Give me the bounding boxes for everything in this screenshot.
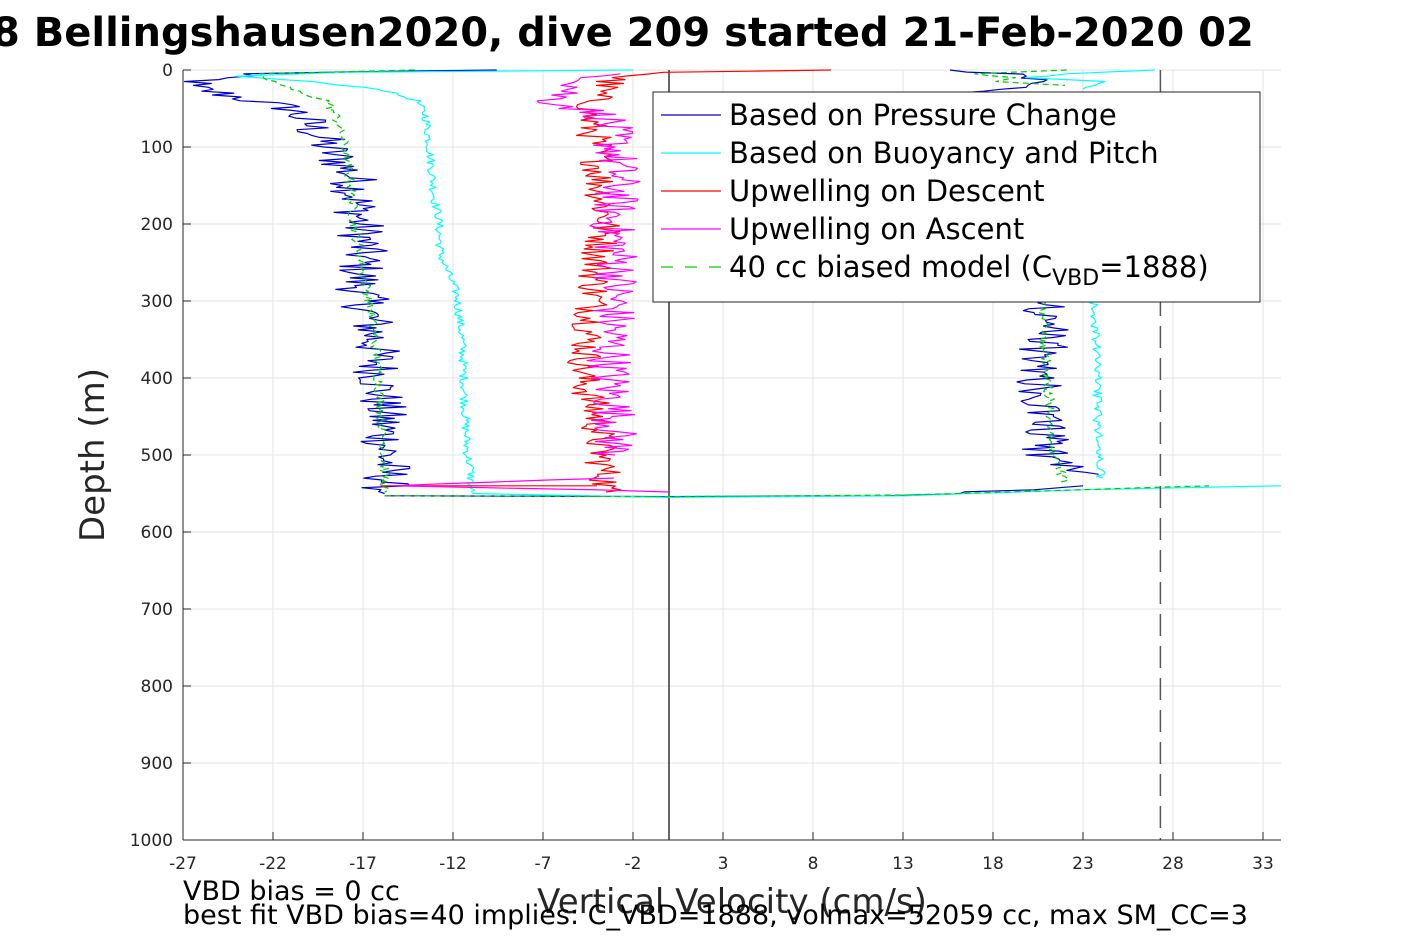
y-tick-label: 300 xyxy=(141,292,173,312)
x-tick-label: 33 xyxy=(1252,854,1274,874)
legend-entry: Upwelling on Descent xyxy=(729,174,1045,208)
series-line xyxy=(391,477,670,493)
y-tick-label: 400 xyxy=(141,369,173,389)
tick-labels: -27 -22 -17 -12 -7 -2 3 8 13 18 23 28 33 0 100 200 300 40… xyxy=(130,61,1274,874)
y-tick-label: 800 xyxy=(141,677,173,697)
series-line xyxy=(973,69,1067,86)
series-line xyxy=(384,485,1210,498)
y-axis-label: Depth (m) xyxy=(73,368,113,542)
series-line xyxy=(183,69,497,495)
y-tick-label: 900 xyxy=(141,754,173,774)
x-tick-label: -12 xyxy=(439,854,467,874)
x-axis-label: Vertical Velocity (cm/s) xyxy=(537,882,927,922)
best-fit-note: best fit VBD bias=40 implies: C_VBD=1888… xyxy=(183,900,1248,931)
x-tick-label: 13 xyxy=(892,854,914,874)
legend-entry: Upwelling on Ascent xyxy=(729,212,1024,246)
x-tick-label: -27 xyxy=(169,854,197,874)
series-line xyxy=(536,73,641,456)
y-tick-label: 700 xyxy=(141,600,173,620)
x-tick-label: -22 xyxy=(259,854,287,874)
series-line xyxy=(1089,300,1106,479)
series-line xyxy=(1037,300,1070,483)
vbd-bias-note: VBD bias = 0 cc xyxy=(183,876,400,907)
x-tick-label: 3 xyxy=(718,854,729,874)
series-line xyxy=(235,69,634,493)
y-tick-label: 500 xyxy=(141,446,173,466)
y-tick-label: 1000 xyxy=(130,831,173,851)
series-line xyxy=(1024,69,1156,90)
legend-entry: Based on Buoyancy and Pitch xyxy=(729,136,1159,170)
series-line xyxy=(949,69,1048,94)
legend-entry: Based on Pressure Change xyxy=(729,98,1117,132)
x-tick-label: 28 xyxy=(1162,854,1184,874)
legend: Based on Pressure Change Based on Buoyanc… xyxy=(652,91,1261,303)
chart-title: 8 Bellingshausen2020, dive 209 started 2… xyxy=(0,10,1254,56)
legend-box xyxy=(652,91,1261,303)
y-tick-label: 0 xyxy=(162,61,173,81)
x-tick-label: 8 xyxy=(808,854,819,874)
x-tick-label: -7 xyxy=(535,854,552,874)
y-tick-label: 600 xyxy=(141,523,173,543)
axes xyxy=(182,69,1281,841)
series-line xyxy=(259,69,415,493)
x-tick-label: 18 xyxy=(982,854,1004,874)
x-tick-label: 23 xyxy=(1072,854,1094,874)
x-tick-label: -17 xyxy=(349,854,377,874)
y-tick-label: 100 xyxy=(141,138,173,158)
x-tick-label: -2 xyxy=(625,854,642,874)
series-line xyxy=(1016,300,1099,475)
y-tick-label: 200 xyxy=(141,215,173,235)
